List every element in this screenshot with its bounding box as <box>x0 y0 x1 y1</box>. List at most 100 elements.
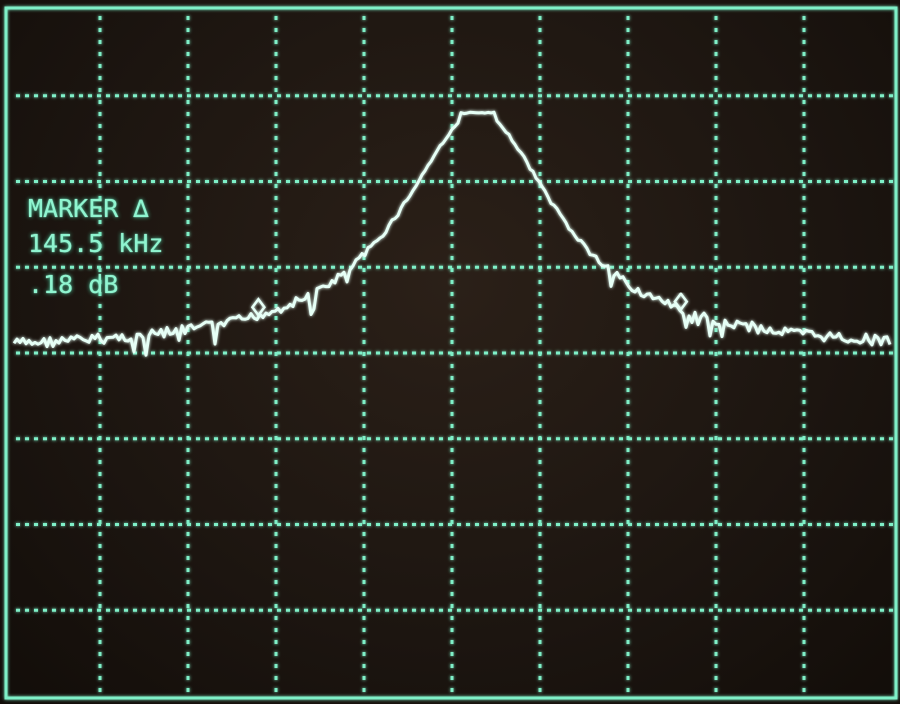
graticule-dot-h <box>295 351 299 355</box>
graticule-dot-h <box>232 351 236 355</box>
graticule-dot-h <box>826 608 830 612</box>
graticule-dot-h <box>628 265 632 269</box>
graticule-dot-v <box>714 184 718 188</box>
graticule-dot-h <box>727 351 731 355</box>
graticule-dot-v <box>450 64 454 68</box>
graticule-dot-v <box>714 568 718 572</box>
graticule-dot-v <box>98 388 102 392</box>
graticule-dot-h <box>304 94 308 98</box>
graticule-dot-v <box>714 232 718 236</box>
graticule-dot-v <box>362 532 366 536</box>
graticule-dot-v <box>626 232 630 236</box>
graticule-dot-h <box>475 94 479 98</box>
graticule-dot-h <box>592 608 596 612</box>
graticule-dot-h <box>772 351 776 355</box>
graticule-dot-h <box>709 180 713 183</box>
graticule-dot-v <box>538 520 542 524</box>
graticule-dot-h <box>268 265 272 269</box>
graticule-dot-h <box>889 608 893 612</box>
graticule-dot-h <box>88 437 92 441</box>
graticule-dot-v <box>538 484 542 488</box>
graticule-dot-v <box>802 544 806 548</box>
graticule-dot-v <box>450 208 454 212</box>
graticule-dot-h <box>619 265 623 269</box>
graticule-dot-v <box>274 388 278 392</box>
graticule-dot-v <box>274 448 278 452</box>
graticule-dot-h <box>511 265 515 269</box>
graticule-dot-h <box>475 265 479 269</box>
graticule-dot-v <box>626 496 630 500</box>
graticule-dot-v <box>802 496 806 500</box>
graticule-dot-h <box>151 437 155 441</box>
graticule-dot-h <box>853 608 857 612</box>
graticule-dot-v <box>274 652 278 656</box>
graticule-dot-h <box>466 180 470 183</box>
graticule-dot-h <box>709 94 713 98</box>
graticule-dot-v <box>538 412 542 416</box>
graticule-dot-h <box>520 180 524 183</box>
graticule-dot-v <box>98 496 102 500</box>
graticule-dot-h <box>430 180 434 183</box>
graticule-dot-v <box>538 340 542 344</box>
graticule-dot-h <box>304 523 308 526</box>
graticule-dot-v <box>626 196 630 200</box>
graticule-dot-h <box>502 523 506 526</box>
graticule-dot-h <box>277 351 281 355</box>
graticule-dot-v <box>802 256 806 260</box>
graticule-dot-v <box>450 484 454 488</box>
graticule-dot-v <box>362 292 366 296</box>
graticule-dot-v <box>802 184 806 188</box>
graticule-dot-h <box>808 437 812 441</box>
graticule-dot-h <box>412 523 416 526</box>
graticule-dot-v <box>802 124 806 128</box>
graticule-dot-h <box>241 265 245 269</box>
graticule-dot-h <box>547 180 551 183</box>
graticule-dot-h <box>160 608 164 612</box>
graticule-dot-h <box>862 180 866 183</box>
graticule-dot-v <box>714 244 718 248</box>
graticule-dot-v <box>714 436 718 440</box>
graticule-dot-v <box>450 628 454 632</box>
graticule-dot-h <box>286 94 290 98</box>
graticule-dot-h <box>394 265 398 269</box>
graticule-dot-h <box>808 351 812 355</box>
graticule-dot-h <box>241 608 245 612</box>
graticule-dot-h <box>826 94 830 98</box>
graticule-dot-v <box>362 136 366 140</box>
graticule-dot-h <box>160 180 164 183</box>
graticule-dot-v <box>538 136 542 140</box>
graticule-dot-h <box>52 523 56 526</box>
graticule-dot-v <box>98 304 102 308</box>
graticule-dot-v <box>626 460 630 464</box>
graticule-dot-v <box>714 376 718 380</box>
graticule-dot-v <box>98 544 102 548</box>
graticule-dot-v <box>450 472 454 476</box>
graticule-dot-v <box>802 40 806 44</box>
graticule-dot-h <box>754 94 758 98</box>
graticule-dot-h <box>583 608 587 612</box>
graticule-dot-h <box>178 608 182 612</box>
graticule-dot-h <box>628 94 632 98</box>
graticule-dot-h <box>853 523 857 526</box>
graticule-dot-v <box>802 676 806 680</box>
graticule-dot-v <box>274 112 278 116</box>
graticule-dot-h <box>763 180 767 183</box>
graticule-dot-h <box>700 265 704 269</box>
graticule-dot-v <box>450 112 454 116</box>
graticule-dot-h <box>133 94 137 98</box>
graticule-dot-v <box>186 460 190 464</box>
graticule-dot-h <box>493 351 497 355</box>
graticule-dot-v <box>98 424 102 428</box>
graticule-dot-h <box>583 351 587 355</box>
graticule-dot-v <box>450 76 454 80</box>
graticule-dot-h <box>637 94 641 98</box>
graticule-dot-h <box>187 523 191 526</box>
graticule-dot-h <box>448 523 452 526</box>
graticule-dot-v <box>626 304 630 308</box>
graticule-dot-h <box>772 437 776 441</box>
graticule-dot-h <box>385 265 389 269</box>
graticule-dot-h <box>835 523 839 526</box>
graticule-dot-v <box>802 316 806 320</box>
graticule-dot-v <box>450 136 454 140</box>
graticule-dot-v <box>714 676 718 680</box>
